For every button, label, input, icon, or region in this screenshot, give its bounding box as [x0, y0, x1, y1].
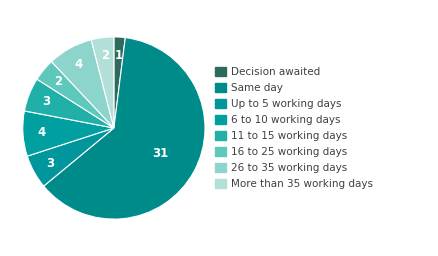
Wedge shape [91, 37, 114, 128]
Wedge shape [27, 128, 114, 186]
Text: 31: 31 [152, 147, 168, 160]
Text: 2: 2 [101, 49, 109, 62]
Wedge shape [114, 37, 125, 128]
Legend: Decision awaited, Same day, Up to 5 working days, 6 to 10 working days, 11 to 15: Decision awaited, Same day, Up to 5 work… [213, 65, 375, 191]
Text: 2: 2 [54, 75, 62, 88]
Wedge shape [25, 79, 114, 128]
Text: 3: 3 [46, 157, 54, 170]
Text: 1: 1 [114, 49, 123, 62]
Text: 3: 3 [42, 95, 50, 108]
Wedge shape [52, 40, 114, 128]
Wedge shape [37, 62, 114, 128]
Text: 4: 4 [74, 58, 83, 71]
Wedge shape [44, 38, 205, 219]
Text: 4: 4 [37, 126, 45, 139]
Wedge shape [23, 111, 114, 156]
